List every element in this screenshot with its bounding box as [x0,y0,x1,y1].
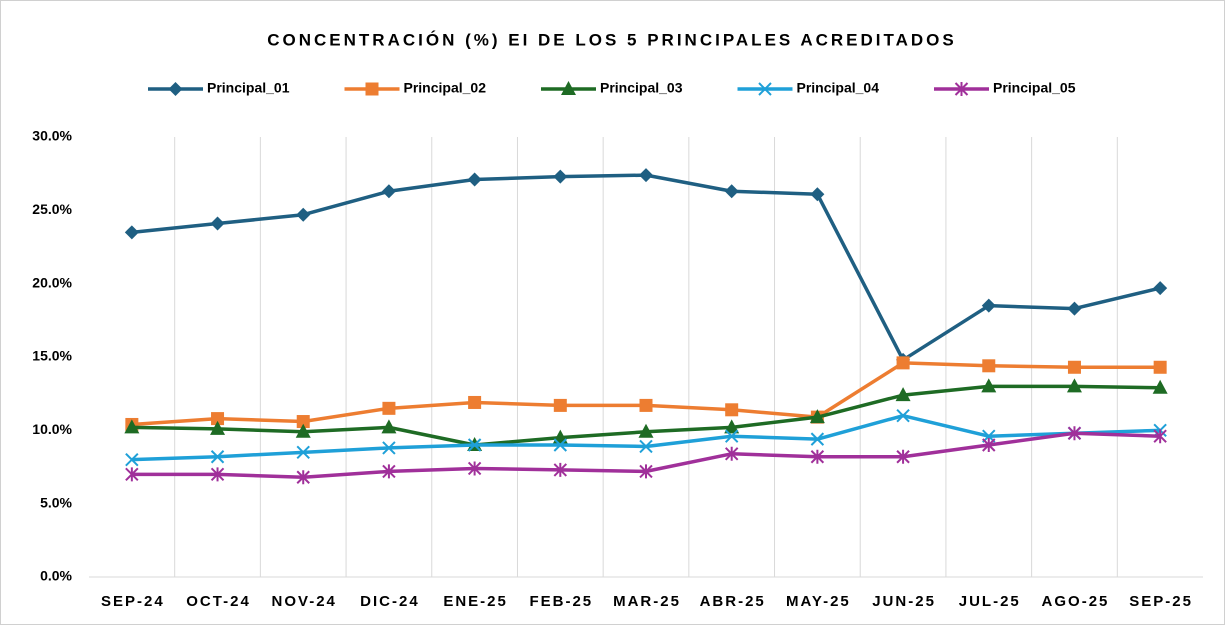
point-marker [1153,360,1167,374]
x-tick-label: ENE-25 [443,593,508,610]
point-marker [639,168,653,183]
point-marker [1153,429,1167,444]
x-tick-label: SEP-25 [1129,593,1193,610]
x-tick-label: AGO-25 [1042,593,1110,610]
point-marker [639,439,653,454]
legend-label: Principal_04 [797,80,880,96]
x-tick-label: MAR-25 [613,593,681,610]
point-marker [896,408,910,423]
point-marker [1067,301,1082,316]
point-marker [724,184,739,199]
legend-marker [365,82,379,96]
y-tick-label: 20.0% [32,274,72,290]
legend-marker [561,81,576,95]
point-marker [810,449,825,464]
point-marker [1153,281,1168,296]
point-marker [382,441,396,455]
point-marker [981,378,997,393]
point-marker [382,464,396,479]
point-marker [810,187,825,202]
legend-marker [954,82,969,96]
point-marker [296,207,311,222]
point-marker [553,438,568,452]
x-tick-label: SEP-24 [101,593,165,610]
x-tick-label: JUL-25 [959,593,1021,610]
point-marker [810,432,825,446]
point-marker [211,412,225,426]
point-marker [210,420,226,435]
x-tick-label: JUN-25 [872,593,936,610]
point-marker [295,423,311,438]
point-marker [553,462,568,477]
point-marker [982,359,996,373]
point-marker [724,446,739,461]
legend-label: Principal_05 [993,80,1076,96]
x-tick-label: MAY-25 [786,593,851,610]
point-marker [210,450,225,464]
legend-label: Principal_01 [207,80,290,96]
point-marker [982,438,996,452]
x-tick-label: ABR-25 [700,593,766,610]
point-marker [981,298,996,313]
point-marker [467,438,482,452]
y-tick-label: 25.0% [32,201,72,217]
point-marker [210,216,225,231]
point-marker [1152,379,1168,394]
point-marker [639,464,653,479]
x-tick-label: DIC-24 [360,593,420,610]
legend-label: Principal_02 [404,80,487,96]
x-tick-label: OCT-24 [186,593,251,610]
point-marker [639,398,653,412]
point-marker [125,467,139,482]
x-tick-label: NOV-24 [272,593,337,610]
point-marker [210,467,225,482]
point-marker [724,429,739,443]
point-marker [382,401,396,415]
point-marker [725,403,739,417]
point-marker [896,449,910,464]
point-marker [125,452,139,467]
y-tick-label: 30.0% [32,128,72,144]
chart-title: CONCENTRACIÓN (%) EI DE LOS 5 PRINCIPALE… [267,30,957,49]
point-marker [895,387,911,402]
point-marker [296,415,310,429]
y-tick-label: 10.0% [32,421,72,437]
y-tick-label: 15.0% [32,348,72,364]
y-tick-label: 0.0% [40,568,72,584]
point-marker [381,184,396,199]
legend-marker [168,82,183,96]
x-tick-label: FEB-25 [529,593,593,610]
point-marker [468,395,482,409]
point-marker [296,470,310,485]
legend-label: Principal_03 [600,80,683,96]
point-marker [296,445,310,460]
point-marker [381,419,397,434]
point-marker [124,225,139,240]
point-marker [553,398,567,412]
point-marker [724,419,740,434]
point-marker [896,356,910,370]
point-marker [467,461,482,476]
point-marker [1067,360,1081,374]
point-marker [124,419,140,434]
legend-marker [758,82,772,96]
point-marker [467,172,482,187]
point-marker [1066,378,1082,393]
y-tick-label: 5.0% [40,494,72,510]
point-marker [1067,426,1082,441]
point-marker [809,409,825,424]
point-marker [553,169,568,184]
point-marker [638,423,654,438]
